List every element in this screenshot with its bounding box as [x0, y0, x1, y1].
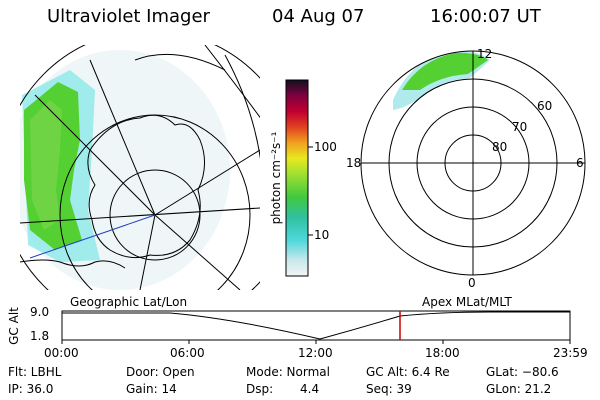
mode-info: Mode: Normal — [246, 365, 330, 379]
apex-aurora-band — [402, 52, 488, 90]
apex-lat-80: 80 — [492, 140, 508, 154]
apex-mlt-12: 12 — [477, 47, 493, 61]
filter-info: Flt: LBHL — [8, 365, 62, 379]
noon-meridian — [29, 214, 156, 259]
colorbar-tick-100: 100 — [314, 140, 337, 154]
apex-mlt-0: 0 — [468, 276, 476, 290]
altitude-strip — [61, 310, 571, 344]
ip-info: IP: 36.0 — [8, 382, 54, 396]
strip-ytick-min: 1.8 — [30, 329, 50, 343]
altitude-curve — [62, 311, 570, 340]
strip-xtick-1800: 18:00 — [425, 346, 460, 360]
colorbar — [285, 79, 313, 277]
door-info: Door: Open — [126, 365, 195, 379]
colorbar-unit-label: photon cm⁻²s⁻¹ — [269, 131, 283, 225]
strip-xtick-1200: 12:00 — [298, 346, 333, 360]
image-date: 04 Aug 07 — [272, 6, 365, 27]
strip-right-title: Apex MLat/MLT — [422, 295, 512, 309]
glat-info: GLat: −80.6 — [486, 365, 559, 379]
geographic-map — [20, 45, 260, 290]
dsp-value: 4.4 — [300, 382, 320, 396]
strip-ytick-max: 9.0 — [30, 305, 50, 319]
colorbar-tick-10: 10 — [314, 228, 330, 242]
strip-xtick-0600: 06:00 — [170, 346, 205, 360]
apex-polar-plot — [360, 50, 586, 276]
coastline — [87, 114, 205, 259]
image-time: 16:00:07 UT — [430, 6, 541, 27]
apex-lat-70: 70 — [512, 120, 528, 134]
apex-mlt-6: 6 — [576, 156, 584, 170]
glon-info: GLon: 21.2 — [486, 382, 552, 396]
dsp-label: Dsp: — [246, 382, 274, 396]
apex-lat-60: 60 — [537, 99, 553, 113]
gc-alt-info: GC Alt: 6.4 Re — [366, 365, 450, 379]
seq-info: Seq: 39 — [366, 382, 412, 396]
apex-mlt-18: 18 — [346, 156, 362, 170]
strip-left-title: Geographic Lat/Lon — [70, 295, 188, 309]
strip-xtick-2359: 23:59 — [553, 346, 588, 360]
strip-axis-label: GC Alt — [7, 307, 21, 345]
strip-xtick-0000: 00:00 — [44, 346, 79, 360]
instrument-title: Ultraviolet Imager — [47, 6, 210, 27]
gain-info: Gain: 14 — [126, 382, 177, 396]
